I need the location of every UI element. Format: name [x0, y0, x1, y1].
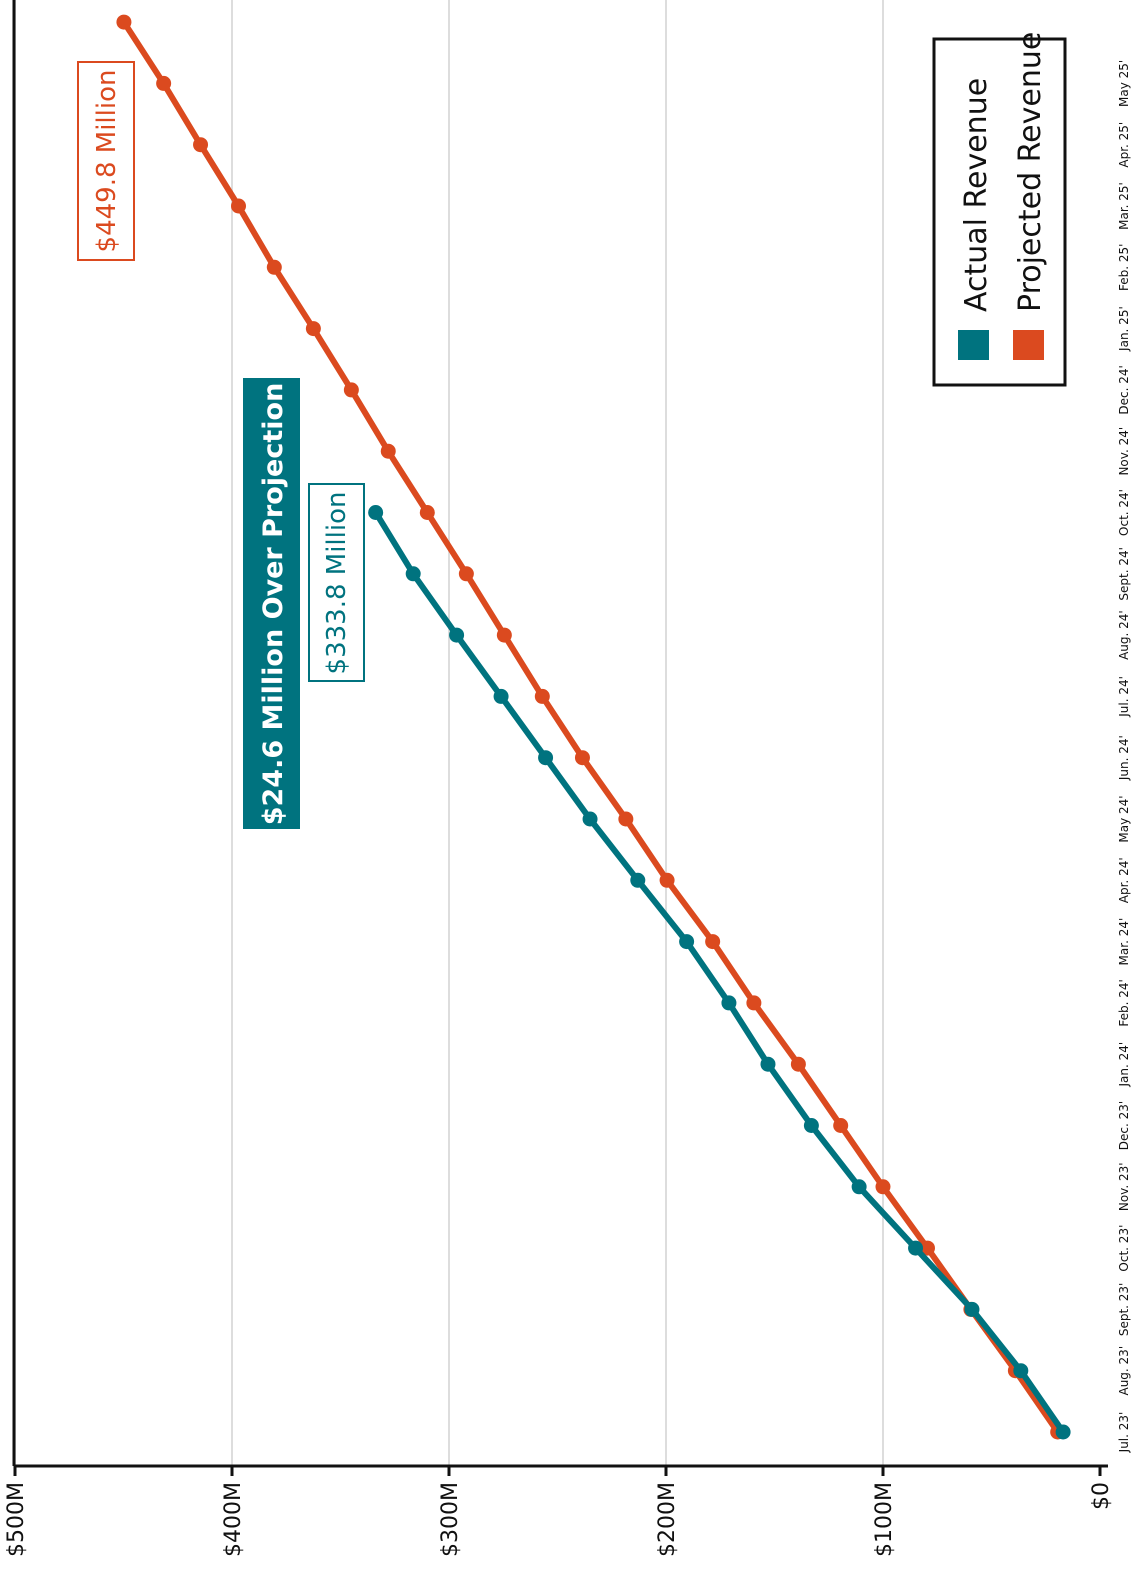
- data-point-actual: [679, 934, 695, 950]
- data-point-projected: [574, 750, 590, 766]
- series-line-actual: [372, 509, 1067, 1435]
- data-point-actual: [449, 627, 465, 643]
- y-tick-label: $100M: [872, 1482, 897, 1557]
- x-tick-label: Apr. 24': [1117, 857, 1131, 903]
- series-actual: [368, 505, 1071, 1440]
- data-point-projected: [419, 505, 435, 520]
- x-tick-label: Oct. 23': [1117, 1225, 1131, 1272]
- x-tick-label: Feb. 25': [1117, 244, 1131, 291]
- projected-end-box: [77, 61, 135, 261]
- data-point-projected: [116, 14, 132, 30]
- x-tick-label: Jan. 25': [1117, 306, 1131, 352]
- x-tick-label: Nov. 23': [1117, 1162, 1131, 1211]
- data-point-projected: [919, 1240, 935, 1256]
- legend-label-actual: Actual Revenue: [959, 78, 994, 312]
- data-point-actual: [1055, 1424, 1071, 1440]
- data-point-projected: [790, 1056, 806, 1072]
- legend-swatch-actual: [958, 330, 989, 360]
- data-point-actual: [582, 811, 598, 827]
- y-tick-label: $500M: [4, 1482, 29, 1557]
- data-point-projected: [875, 1179, 891, 1195]
- x-tick-label: Jul. 24': [1117, 676, 1131, 718]
- data-point-actual: [851, 1179, 867, 1195]
- data-point-actual: [368, 505, 384, 520]
- data-point-projected: [496, 627, 512, 643]
- data-point-projected: [705, 934, 721, 950]
- data-point-projected: [833, 1118, 849, 1133]
- data-point-actual: [760, 1056, 776, 1072]
- data-point-projected: [193, 137, 209, 153]
- over-projection-label: $24.6 Million Over Projection: [258, 383, 289, 826]
- legend-swatch-projected: [1013, 330, 1044, 360]
- data-point-actual: [405, 566, 421, 582]
- data-point-projected: [618, 811, 634, 827]
- data-point-projected: [343, 382, 359, 398]
- data-point-projected: [746, 995, 762, 1011]
- actual-end-annotation: $333.8 Million: [308, 483, 365, 682]
- data-point-actual: [493, 688, 509, 704]
- series-line-projected: [120, 19, 1061, 1435]
- data-point-actual: [803, 1118, 819, 1133]
- data-point-projected: [266, 259, 282, 275]
- x-tick-label: Apr. 25': [1117, 122, 1131, 168]
- over-projection-box: [243, 378, 300, 829]
- data-point-projected: [305, 321, 321, 337]
- projected-end-annotation: $449.8 Million: [77, 61, 135, 261]
- projected-end-label: $449.8 Million: [92, 70, 122, 253]
- x-tick-label: Aug. 24': [1117, 610, 1131, 660]
- data-point-projected: [458, 566, 474, 582]
- legend-box: [932, 37, 1067, 387]
- series-projected: [116, 14, 1066, 1440]
- x-tick-label: Dec. 24': [1117, 365, 1131, 414]
- x-tick-label: Aug. 23': [1117, 1346, 1131, 1396]
- data-point-projected: [156, 75, 172, 91]
- gridlines: [14, 0, 884, 1466]
- x-tick-labels: Jul. 23' Aug. 23' Sept. 23' Oct. 23' Nov. 23…: [1117, 60, 1131, 1454]
- data-point-actual: [908, 1240, 924, 1256]
- x-tick-label: Jun. 24': [1117, 735, 1131, 781]
- y-tick-label: $0: [1089, 1482, 1114, 1510]
- x-tick-label: Jul. 23': [1117, 1412, 1131, 1454]
- data-point-projected: [659, 872, 675, 888]
- series-group: [116, 14, 1071, 1440]
- x-tick-label: Sept. 23': [1117, 1283, 1131, 1337]
- data-point-projected: [231, 198, 247, 214]
- data-point-actual: [964, 1301, 980, 1317]
- data-point-actual: [1013, 1363, 1029, 1379]
- data-point-projected: [380, 443, 396, 459]
- data-point-actual: [721, 995, 737, 1011]
- x-tick-label: Feb. 24': [1117, 979, 1131, 1026]
- legend-label-projected: Projected Revenue: [1013, 32, 1048, 312]
- x-tick-label: May 25': [1117, 60, 1131, 107]
- y-tick-label: $400M: [221, 1482, 246, 1557]
- y-tick-label: $200M: [655, 1482, 680, 1557]
- x-tick-label: Sept. 24': [1117, 547, 1131, 601]
- x-tick-label: Jan. 24': [1117, 1042, 1131, 1088]
- axes: [12, 0, 1108, 1468]
- y-tick-labels: $0 $100M $200M $300M $400M $500M: [4, 1466, 1114, 1557]
- data-point-actual: [538, 750, 554, 766]
- actual-end-box: [308, 483, 365, 682]
- x-tick-label: Mar. 24': [1117, 918, 1131, 966]
- data-point-projected: [534, 688, 550, 704]
- over-projection-banner: $24.6 Million Over Projection: [243, 378, 300, 829]
- x-tick-label: May 24': [1117, 795, 1131, 842]
- y-tick-label: $300M: [438, 1482, 463, 1557]
- actual-end-label: $333.8 Million: [322, 492, 352, 675]
- x-tick-label: Oct. 24': [1117, 489, 1131, 536]
- x-tick-label: Mar. 25': [1117, 182, 1131, 230]
- legend: Actual Revenue Projected Revenue: [932, 32, 1067, 387]
- x-tick-label: Dec. 23': [1117, 1101, 1131, 1150]
- data-point-actual: [630, 872, 646, 888]
- x-tick-label: Nov. 24': [1117, 427, 1131, 476]
